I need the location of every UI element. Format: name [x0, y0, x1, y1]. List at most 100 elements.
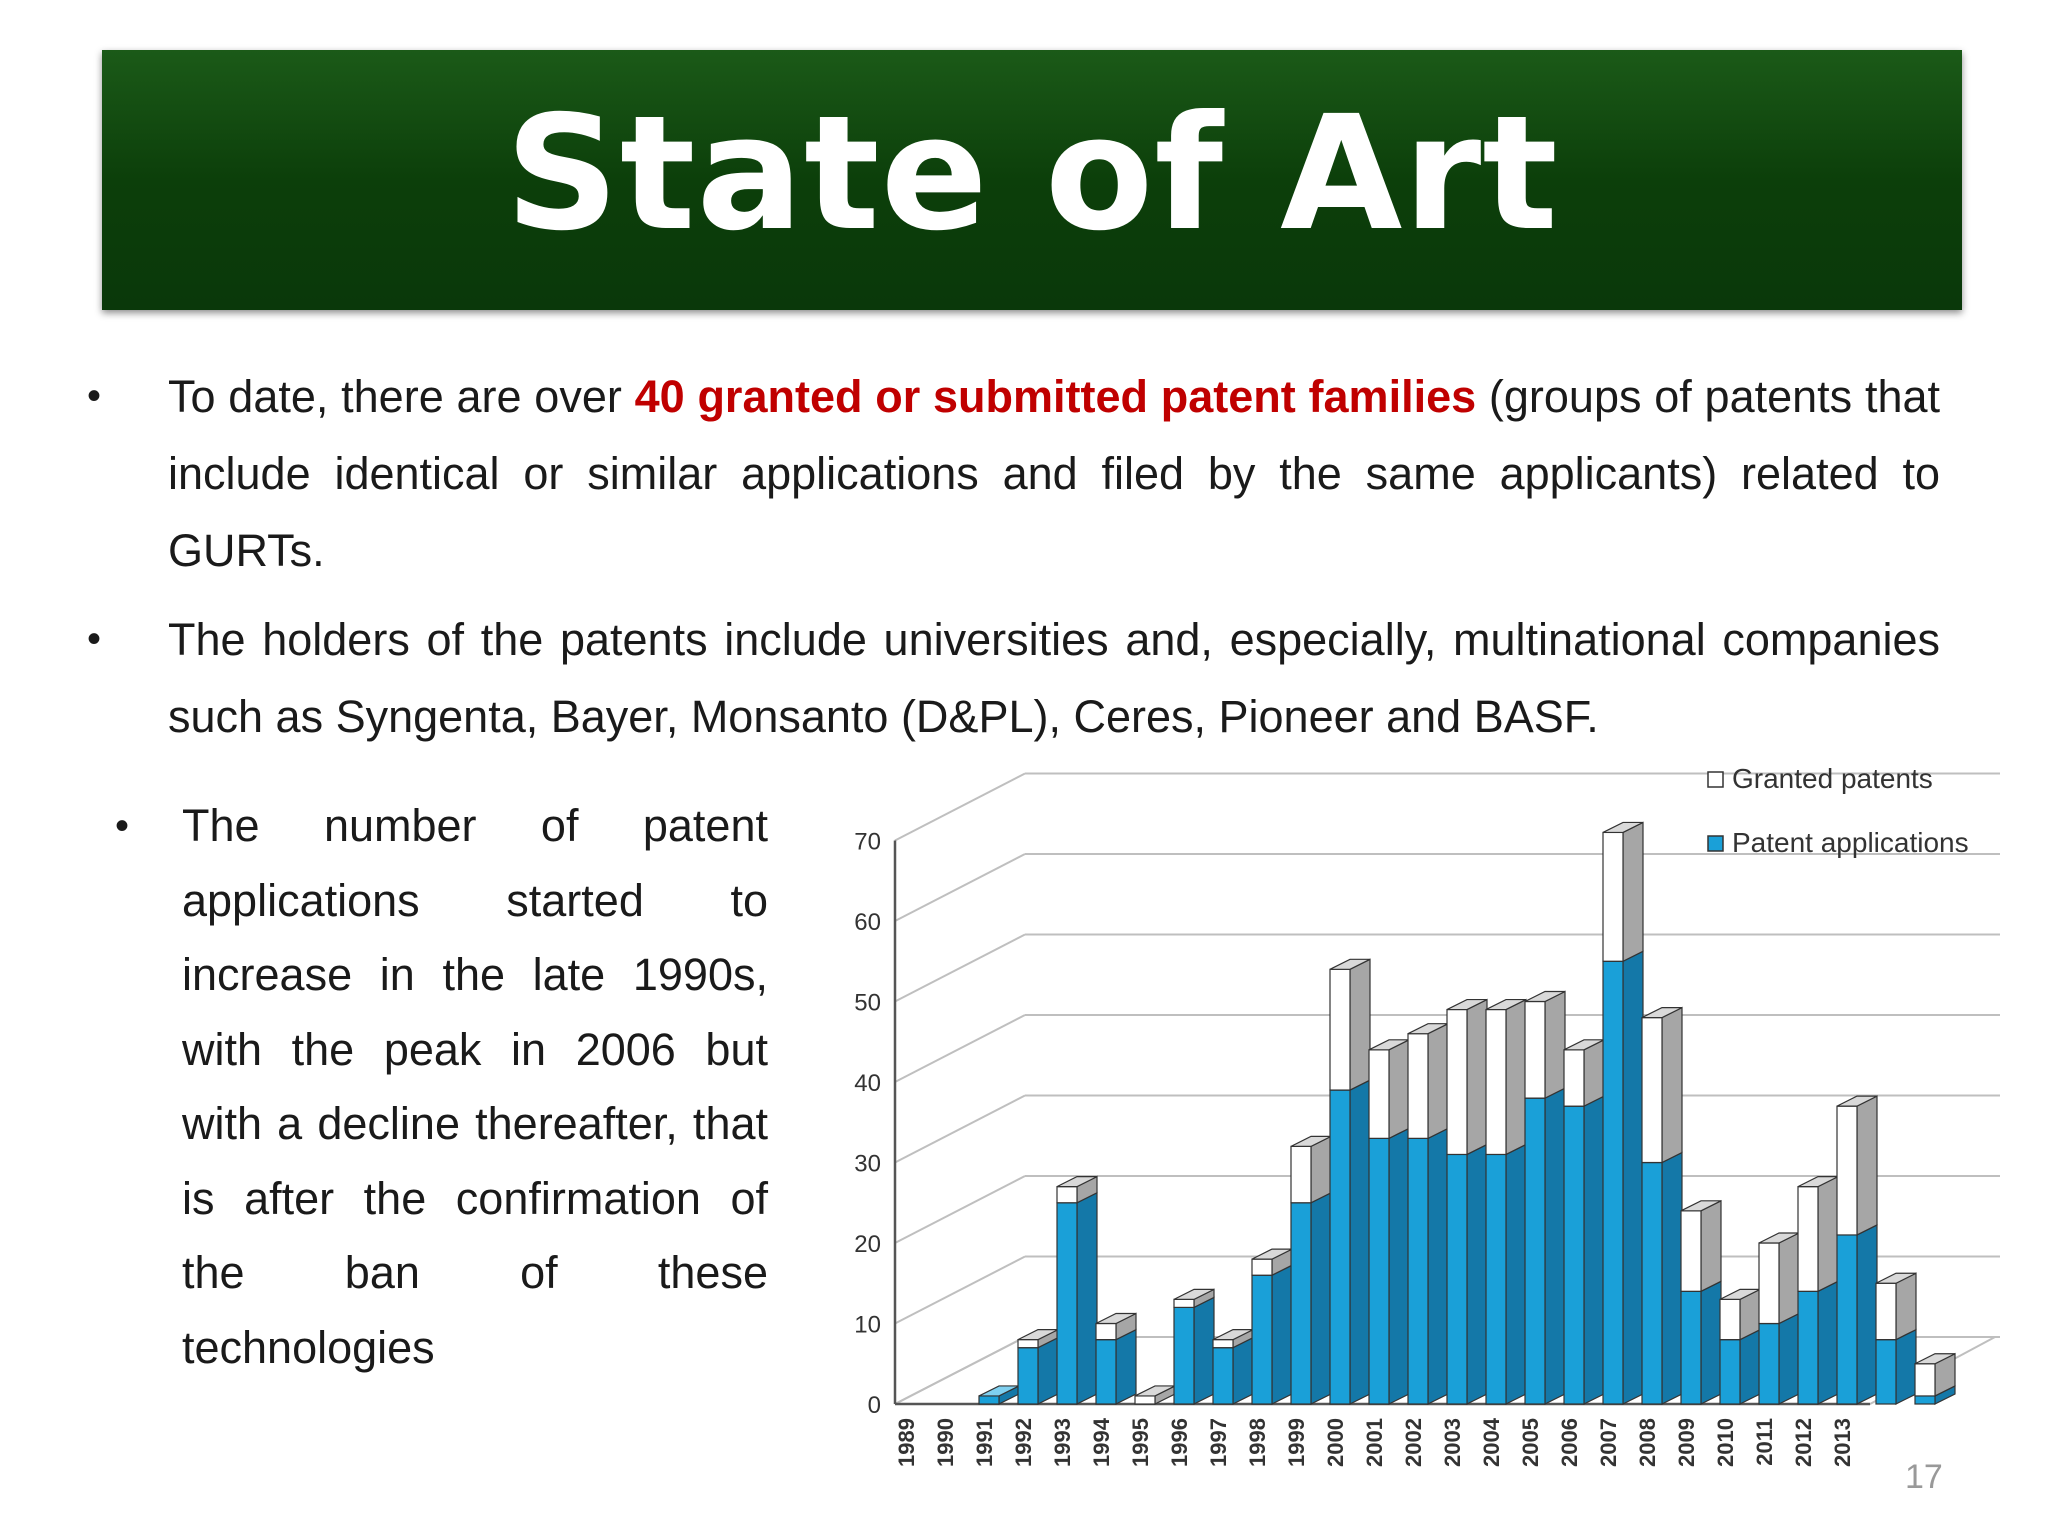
bar-granted	[1524, 1000, 1546, 1099]
title-bar: State of Art	[102, 50, 1962, 310]
x-tick-label: 1999	[1284, 1418, 1309, 1467]
bar-applications-side	[1856, 1223, 1878, 1405]
bullet-3-text: The number of patent applications starte…	[182, 800, 768, 1373]
bar-granted	[1368, 1049, 1390, 1139]
x-tick-label: 1990	[933, 1418, 958, 1467]
legend-swatch	[1707, 835, 1724, 852]
bar-granted-top	[1914, 1353, 1956, 1365]
bar-granted	[1875, 1282, 1897, 1341]
bar-applications	[1602, 960, 1624, 1405]
y-tick-label: 40	[854, 1070, 881, 1097]
bar-applications-side	[1739, 1328, 1761, 1405]
bar-applications-side	[1895, 1328, 1917, 1405]
bar-applications	[1641, 1161, 1663, 1405]
bar-granted-side	[1466, 998, 1488, 1156]
x-tick-label: 2011	[1752, 1418, 1777, 1466]
x-tick-label: 2006	[1557, 1418, 1582, 1467]
x-tick-label: 2002	[1401, 1418, 1426, 1467]
x-tick-label: 1993	[1050, 1418, 1075, 1467]
bar-granted	[1641, 1016, 1663, 1164]
bar-granted-top	[1641, 1006, 1683, 1019]
bar-granted	[1407, 1033, 1429, 1139]
bullet-1-text-end: (groups of patents that include identica…	[168, 371, 1941, 576]
bar-applications-side	[1310, 1191, 1332, 1405]
gridline-depth	[894, 772, 1026, 842]
bar-granted	[1485, 1008, 1507, 1156]
bar-granted-side	[1895, 1272, 1917, 1341]
gridline-depth	[894, 1014, 1026, 1083]
bar-granted	[1134, 1395, 1156, 1405]
bar-granted	[1719, 1298, 1741, 1341]
bar-granted-side	[1583, 1038, 1605, 1108]
x-tick-label: 2003	[1440, 1418, 1465, 1467]
y-tick-label: 60	[854, 909, 881, 936]
x-tick-label: 2009	[1674, 1418, 1699, 1467]
x-tick-label: 1992	[1011, 1418, 1036, 1467]
bar-granted-side	[1310, 1135, 1332, 1204]
bar-granted-side	[1544, 990, 1566, 1100]
bar-granted	[1914, 1363, 1936, 1397]
x-tick-label: 1995	[1128, 1418, 1153, 1467]
bar-granted-top	[1680, 1200, 1722, 1212]
gridline-depth	[894, 1094, 1026, 1164]
bar-granted-top	[1056, 1176, 1098, 1188]
bullet-2-text: The holders of the patents include unive…	[168, 614, 1940, 742]
x-tick-label: 2001	[1362, 1418, 1387, 1467]
bar-applications	[1290, 1202, 1312, 1405]
bar-granted-top	[1173, 1288, 1215, 1300]
bar-granted	[1251, 1258, 1273, 1276]
bar-applications	[978, 1395, 1000, 1405]
bar-granted	[1836, 1105, 1858, 1236]
bar-granted	[1797, 1186, 1819, 1292]
x-tick-label: 1997	[1206, 1418, 1231, 1467]
x-tick-label: 2008	[1635, 1418, 1660, 1467]
bar-applications	[1329, 1089, 1351, 1405]
y-tick-label: 70	[854, 829, 881, 856]
bar-granted-top	[1875, 1272, 1917, 1284]
legend-label: Patent applications	[1732, 827, 1969, 858]
page-number: 17	[1905, 1458, 1943, 1496]
bar-granted-side	[1622, 821, 1644, 963]
bar-granted-side	[1700, 1199, 1722, 1293]
bar-applications-side	[1427, 1127, 1449, 1405]
x-tick-label: 2013	[1830, 1418, 1855, 1467]
bar-granted-side	[1778, 1232, 1800, 1325]
bar-granted	[1017, 1338, 1039, 1349]
x-tick-label: 1996	[1167, 1418, 1192, 1467]
bar-granted-side	[1817, 1175, 1839, 1293]
bar-granted	[1602, 831, 1624, 962]
gridline-depth	[894, 1255, 1026, 1325]
bar-granted	[1173, 1298, 1195, 1308]
bar-applications	[1680, 1290, 1702, 1405]
bar-applications	[1485, 1153, 1507, 1405]
bar-applications	[1446, 1153, 1468, 1405]
bar-applications-side	[1544, 1087, 1566, 1405]
bar-applications	[1095, 1338, 1117, 1405]
x-tick-label: 2000	[1323, 1418, 1348, 1467]
bar-granted	[1680, 1210, 1702, 1292]
legend-label: Granted patents	[1732, 763, 1933, 794]
bar-granted	[1212, 1338, 1234, 1349]
bar-granted-side	[1427, 1022, 1449, 1140]
legend-swatch	[1707, 771, 1724, 788]
bar-applications	[1251, 1274, 1273, 1405]
gridline-depth	[894, 933, 1026, 1003]
bar-applications	[1797, 1290, 1819, 1405]
bar-applications	[1875, 1338, 1897, 1405]
bar-applications-side	[1349, 1079, 1371, 1405]
bullet-patent-holders: • The holders of the patents include uni…	[87, 601, 1940, 755]
bar-granted-side	[1856, 1095, 1878, 1236]
bar-granted-top	[1602, 821, 1644, 834]
bar-applications-side	[1232, 1336, 1254, 1405]
bar-granted	[1290, 1145, 1312, 1204]
y-tick-label: 20	[854, 1231, 881, 1258]
bar-applications-side	[1271, 1264, 1293, 1405]
bullet-marker: •	[87, 374, 102, 418]
bar-applications-side	[1778, 1312, 1800, 1405]
y-tick-label: 30	[854, 1151, 881, 1178]
bar-applications	[1173, 1306, 1195, 1405]
gridline-depth	[894, 1175, 1026, 1244]
bullet-1-text-start: To date, there are over	[168, 371, 635, 422]
bar-applications-side	[1817, 1280, 1839, 1405]
bar-applications-side	[1622, 950, 1644, 1405]
